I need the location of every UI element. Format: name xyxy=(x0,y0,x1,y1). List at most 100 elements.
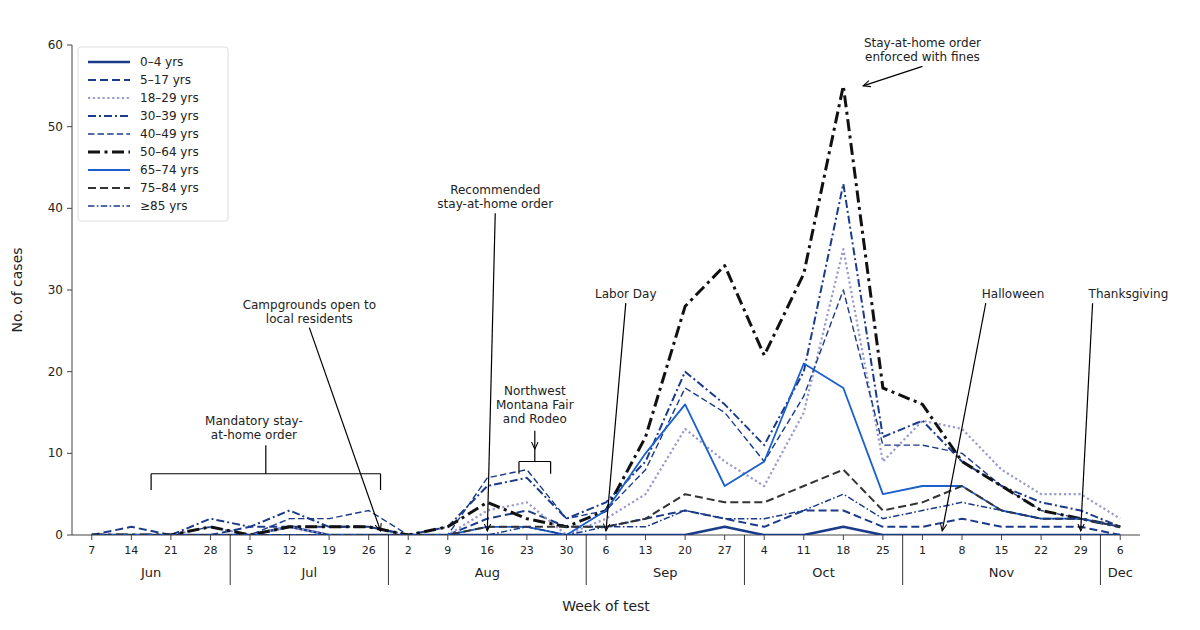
legend-swatch xyxy=(88,169,130,171)
legend-label: 5–17 yrs xyxy=(140,73,191,87)
x-tick-label: 8 xyxy=(959,544,966,557)
x-tick xyxy=(329,535,330,540)
x-tick xyxy=(1001,535,1002,540)
annotation-text: Thanksgiving xyxy=(1088,287,1169,301)
x-tick xyxy=(685,535,686,540)
x-tick xyxy=(724,535,725,540)
x-tick-label: 28 xyxy=(203,544,217,557)
y-tick-label: 20 xyxy=(48,365,63,379)
x-tick-label: 30 xyxy=(559,544,573,557)
annotation-bracket xyxy=(265,445,266,474)
y-tick-label: 60 xyxy=(48,38,63,52)
x-tick-label: 7 xyxy=(88,544,95,557)
legend-swatch xyxy=(88,133,130,134)
legend-label: 50–64 yrs xyxy=(140,145,199,159)
annotation-arrow xyxy=(863,66,922,86)
legend-swatch xyxy=(88,205,130,207)
annotation-arrow xyxy=(487,213,495,531)
annotation-text: Recommendedstay-at-home order xyxy=(437,183,553,211)
legend-label: 65–74 yrs xyxy=(140,163,199,177)
series-line xyxy=(92,86,1120,535)
month-separator xyxy=(230,535,231,585)
legend-label: 30–39 yrs xyxy=(140,109,199,123)
x-tick-label: 19 xyxy=(322,544,336,557)
x-tick xyxy=(408,535,409,540)
month-separator xyxy=(744,535,745,585)
annotation-arrow xyxy=(1081,303,1093,531)
x-tick-label: 1 xyxy=(919,544,926,557)
legend-label: 18–29 yrs xyxy=(140,91,199,105)
month-separator xyxy=(586,535,587,585)
month-label: Jul xyxy=(300,565,317,580)
x-tick-label: 6 xyxy=(1117,544,1124,557)
x-tick xyxy=(210,535,211,540)
month-label: Aug xyxy=(475,565,500,580)
y-tick xyxy=(67,45,72,46)
x-tick xyxy=(487,535,488,540)
series-line xyxy=(92,290,1120,535)
month-label: Sep xyxy=(653,565,678,580)
y-tick-label: 0 xyxy=(55,528,63,542)
legend: 0–4 yrs 5–17 yrs 18–29 yrs 30–39 yrs 40–49 y… xyxy=(78,47,228,221)
x-tick-label: 29 xyxy=(1074,544,1088,557)
x-tick-label: 26 xyxy=(362,544,376,557)
y-tick xyxy=(67,453,72,454)
x-tick xyxy=(882,535,883,540)
series-lines xyxy=(92,86,1120,535)
month-separator xyxy=(1100,535,1101,585)
y-tick-label: 50 xyxy=(48,120,63,134)
x-tick-label: 20 xyxy=(678,544,692,557)
annotation-arrow xyxy=(942,303,986,531)
series-line xyxy=(92,184,1120,535)
x-tick-label: 14 xyxy=(124,544,138,557)
annotation-text: Halloween xyxy=(982,287,1045,301)
legend-label: 0–4 yrs xyxy=(140,55,183,69)
x-tick xyxy=(645,535,646,540)
y-tick xyxy=(67,371,72,372)
annotation-text: Campgrounds open tolocal residents xyxy=(243,298,376,326)
x-tick-label: 27 xyxy=(718,544,732,557)
y-tick xyxy=(67,126,72,127)
x-tick xyxy=(803,535,804,540)
series-line xyxy=(92,364,1120,536)
x-tick-label: 21 xyxy=(164,544,178,557)
x-tick xyxy=(1080,535,1081,540)
legend-label: 40–49 yrs xyxy=(140,127,199,141)
x-tick xyxy=(843,535,844,540)
y-tick xyxy=(67,535,72,536)
x-tick-label: 23 xyxy=(520,544,534,557)
annotation-bracket xyxy=(151,474,152,490)
annotation-arrow xyxy=(606,303,626,531)
annotation-bracket xyxy=(380,474,381,490)
x-tick xyxy=(764,535,765,540)
x-tick xyxy=(447,535,448,540)
annotation-arrow xyxy=(534,431,535,449)
x-tick-label: 15 xyxy=(995,544,1009,557)
x-tick xyxy=(922,535,923,540)
x-axis-label: Week of test xyxy=(562,598,650,614)
legend-swatch xyxy=(88,61,130,64)
x-tick-label: 5 xyxy=(247,544,254,557)
y-tick-label: 30 xyxy=(48,283,63,297)
x-tick-label: 18 xyxy=(836,544,850,557)
annotation-text: Stay-at-home orderenforced with fines xyxy=(864,36,981,64)
series-line xyxy=(92,511,1120,536)
x-tick xyxy=(170,535,171,540)
chart: 0102030405060714212851219262916233061320… xyxy=(0,0,1200,630)
x-tick xyxy=(1041,535,1042,540)
x-tick-label: 2 xyxy=(405,544,412,557)
legend-swatch xyxy=(88,151,130,154)
x-tick-label: 13 xyxy=(639,544,653,557)
y-tick-label: 40 xyxy=(48,201,63,215)
x-tick-label: 16 xyxy=(480,544,494,557)
annotations: Mandatory stay-at-home orderCampgrounds … xyxy=(151,36,1168,531)
legend-swatch xyxy=(88,97,130,99)
x-tick-label: 25 xyxy=(876,544,890,557)
y-tick-label: 10 xyxy=(48,446,63,460)
legend-swatch xyxy=(88,79,130,81)
annotation-bracket xyxy=(534,449,535,461)
month-label: Dec xyxy=(1108,565,1133,580)
legend-box xyxy=(78,47,228,221)
y-tick xyxy=(67,290,72,291)
x-tick-label: 6 xyxy=(603,544,610,557)
